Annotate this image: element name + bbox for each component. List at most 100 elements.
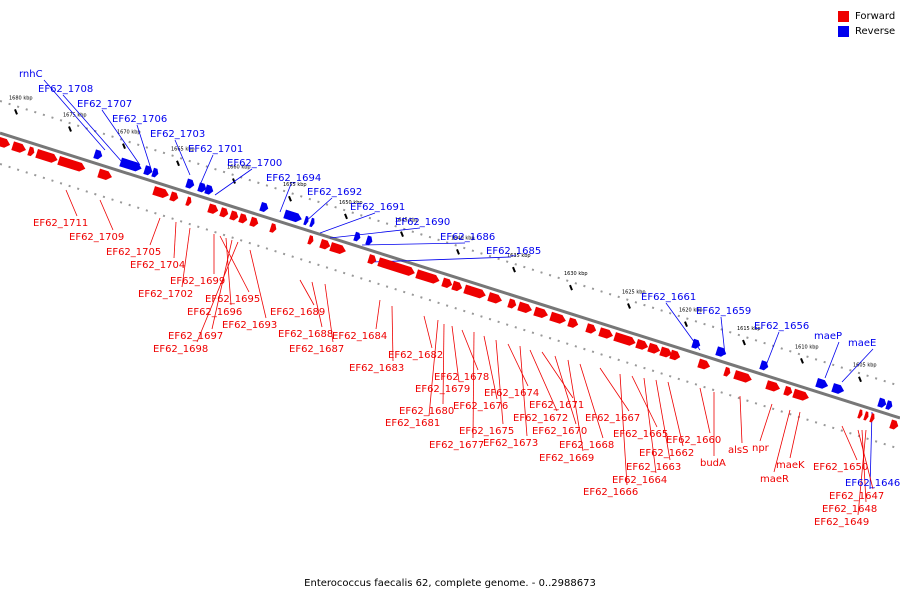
leader-line (311, 281, 323, 328)
gene-arrow (35, 149, 58, 163)
gene-body (635, 339, 649, 350)
gene-label: EF62_1671 (529, 400, 584, 411)
leader-line (619, 373, 628, 486)
gene-arrow (549, 311, 566, 324)
gene-label: EF62_1711 (33, 218, 88, 229)
gene-label: EF62_1664 (612, 475, 667, 486)
gene-label: EF62_1669 (539, 453, 594, 464)
gene-label: EF62_1670 (532, 426, 587, 437)
gene-body (857, 409, 863, 419)
gene-label: EF62_1663 (626, 462, 681, 473)
forward-swatch (838, 11, 849, 22)
leader-line (181, 227, 191, 288)
leader-line (391, 305, 394, 362)
leader-line (279, 183, 292, 213)
gene-arrow (647, 342, 661, 354)
tick-mark (569, 284, 573, 291)
gene-body (487, 292, 502, 304)
gene-body (97, 168, 112, 180)
gene-body (697, 358, 711, 370)
leader-line (857, 429, 874, 490)
gene-body (783, 385, 793, 396)
gene-label: EF62_1662 (639, 448, 694, 459)
gene-label: EF62_1704 (130, 260, 185, 271)
gene-body (585, 323, 597, 334)
tick-label: 1615 kbp (737, 326, 761, 332)
gene-body (415, 269, 440, 284)
gene-body (885, 400, 893, 410)
tick-mark (858, 376, 862, 383)
leader-line (720, 316, 726, 356)
gene-label: EF62_1702 (138, 289, 193, 300)
gene-body (307, 235, 314, 245)
gene-arrow (229, 210, 239, 221)
gene-label: EF62_1688 (278, 329, 333, 340)
gene-body (451, 280, 463, 292)
gene-arrow (219, 207, 229, 218)
leader-line (869, 411, 873, 490)
gene-label: EF62_1697 (168, 331, 223, 342)
leader-line (841, 348, 874, 383)
gene-arrow (365, 235, 373, 246)
leader-line (442, 323, 445, 405)
gene-label: EF62_1675 (459, 426, 514, 437)
tick-label: 1625 kbp (622, 290, 646, 296)
reverse-swatch (838, 26, 849, 37)
leader-line (423, 315, 433, 349)
gene-label: maeE (848, 338, 876, 349)
tick-label: 1655 kbp (283, 182, 307, 188)
leader-line (567, 359, 584, 452)
gene-body (765, 380, 780, 392)
gene-body (831, 383, 845, 394)
gene-arrow (723, 366, 731, 377)
gene-body (869, 413, 875, 423)
gene-label: EF62_1680 (399, 406, 454, 417)
gene-body (549, 311, 566, 324)
gene-arrow (715, 346, 727, 357)
gene-arrow (143, 165, 153, 176)
gene-arrow (467, 285, 486, 299)
tick-label: 1635 kbp (507, 253, 531, 259)
leader-line (579, 363, 604, 439)
gene-body (119, 157, 142, 172)
leader-line (196, 241, 239, 343)
tick-label: 1680 kbp (9, 95, 33, 101)
gene-arrow (152, 186, 169, 198)
gene-arrow (303, 215, 309, 226)
gene-body (303, 215, 309, 226)
gene-label: rnhC (19, 69, 43, 80)
tick-mark (800, 357, 804, 364)
gene-label: EF62_1706 (112, 114, 167, 125)
gene-label: npr (752, 443, 770, 454)
gene-label: EF62_1708 (38, 84, 93, 95)
gene-arrow (863, 411, 869, 421)
gene-label: EF62_1703 (150, 129, 205, 140)
gene-label: maeK (776, 460, 805, 471)
leader-line (428, 319, 439, 417)
gene-arrow (451, 280, 463, 292)
leader-line (174, 139, 191, 176)
gene-body (669, 349, 681, 361)
gene-body (441, 277, 453, 288)
gene-label: EF62_1694 (266, 173, 321, 184)
forward-genes (0, 137, 899, 430)
gene-body (691, 338, 701, 349)
leader-line (554, 355, 577, 425)
leader-line (541, 351, 574, 399)
gene-body (197, 182, 207, 193)
gene-label: EF62_1685 (486, 246, 541, 257)
gene-label: EF62_1660 (666, 435, 721, 446)
tick-mark (627, 303, 631, 309)
leader-line (857, 429, 867, 516)
legend-forward: Forward (838, 9, 895, 24)
gene-label: EF62_1665 (613, 429, 668, 440)
gene-label: maeR (760, 474, 789, 485)
gene-label: EF62_1646 (845, 478, 900, 489)
label-leader-lines (43, 79, 874, 516)
leader-line (149, 217, 161, 246)
gene-body (533, 306, 548, 319)
gene-body (567, 317, 579, 328)
gene-body (143, 165, 153, 176)
gene-label: EF62_1682 (388, 350, 443, 361)
gene-body (229, 210, 239, 221)
